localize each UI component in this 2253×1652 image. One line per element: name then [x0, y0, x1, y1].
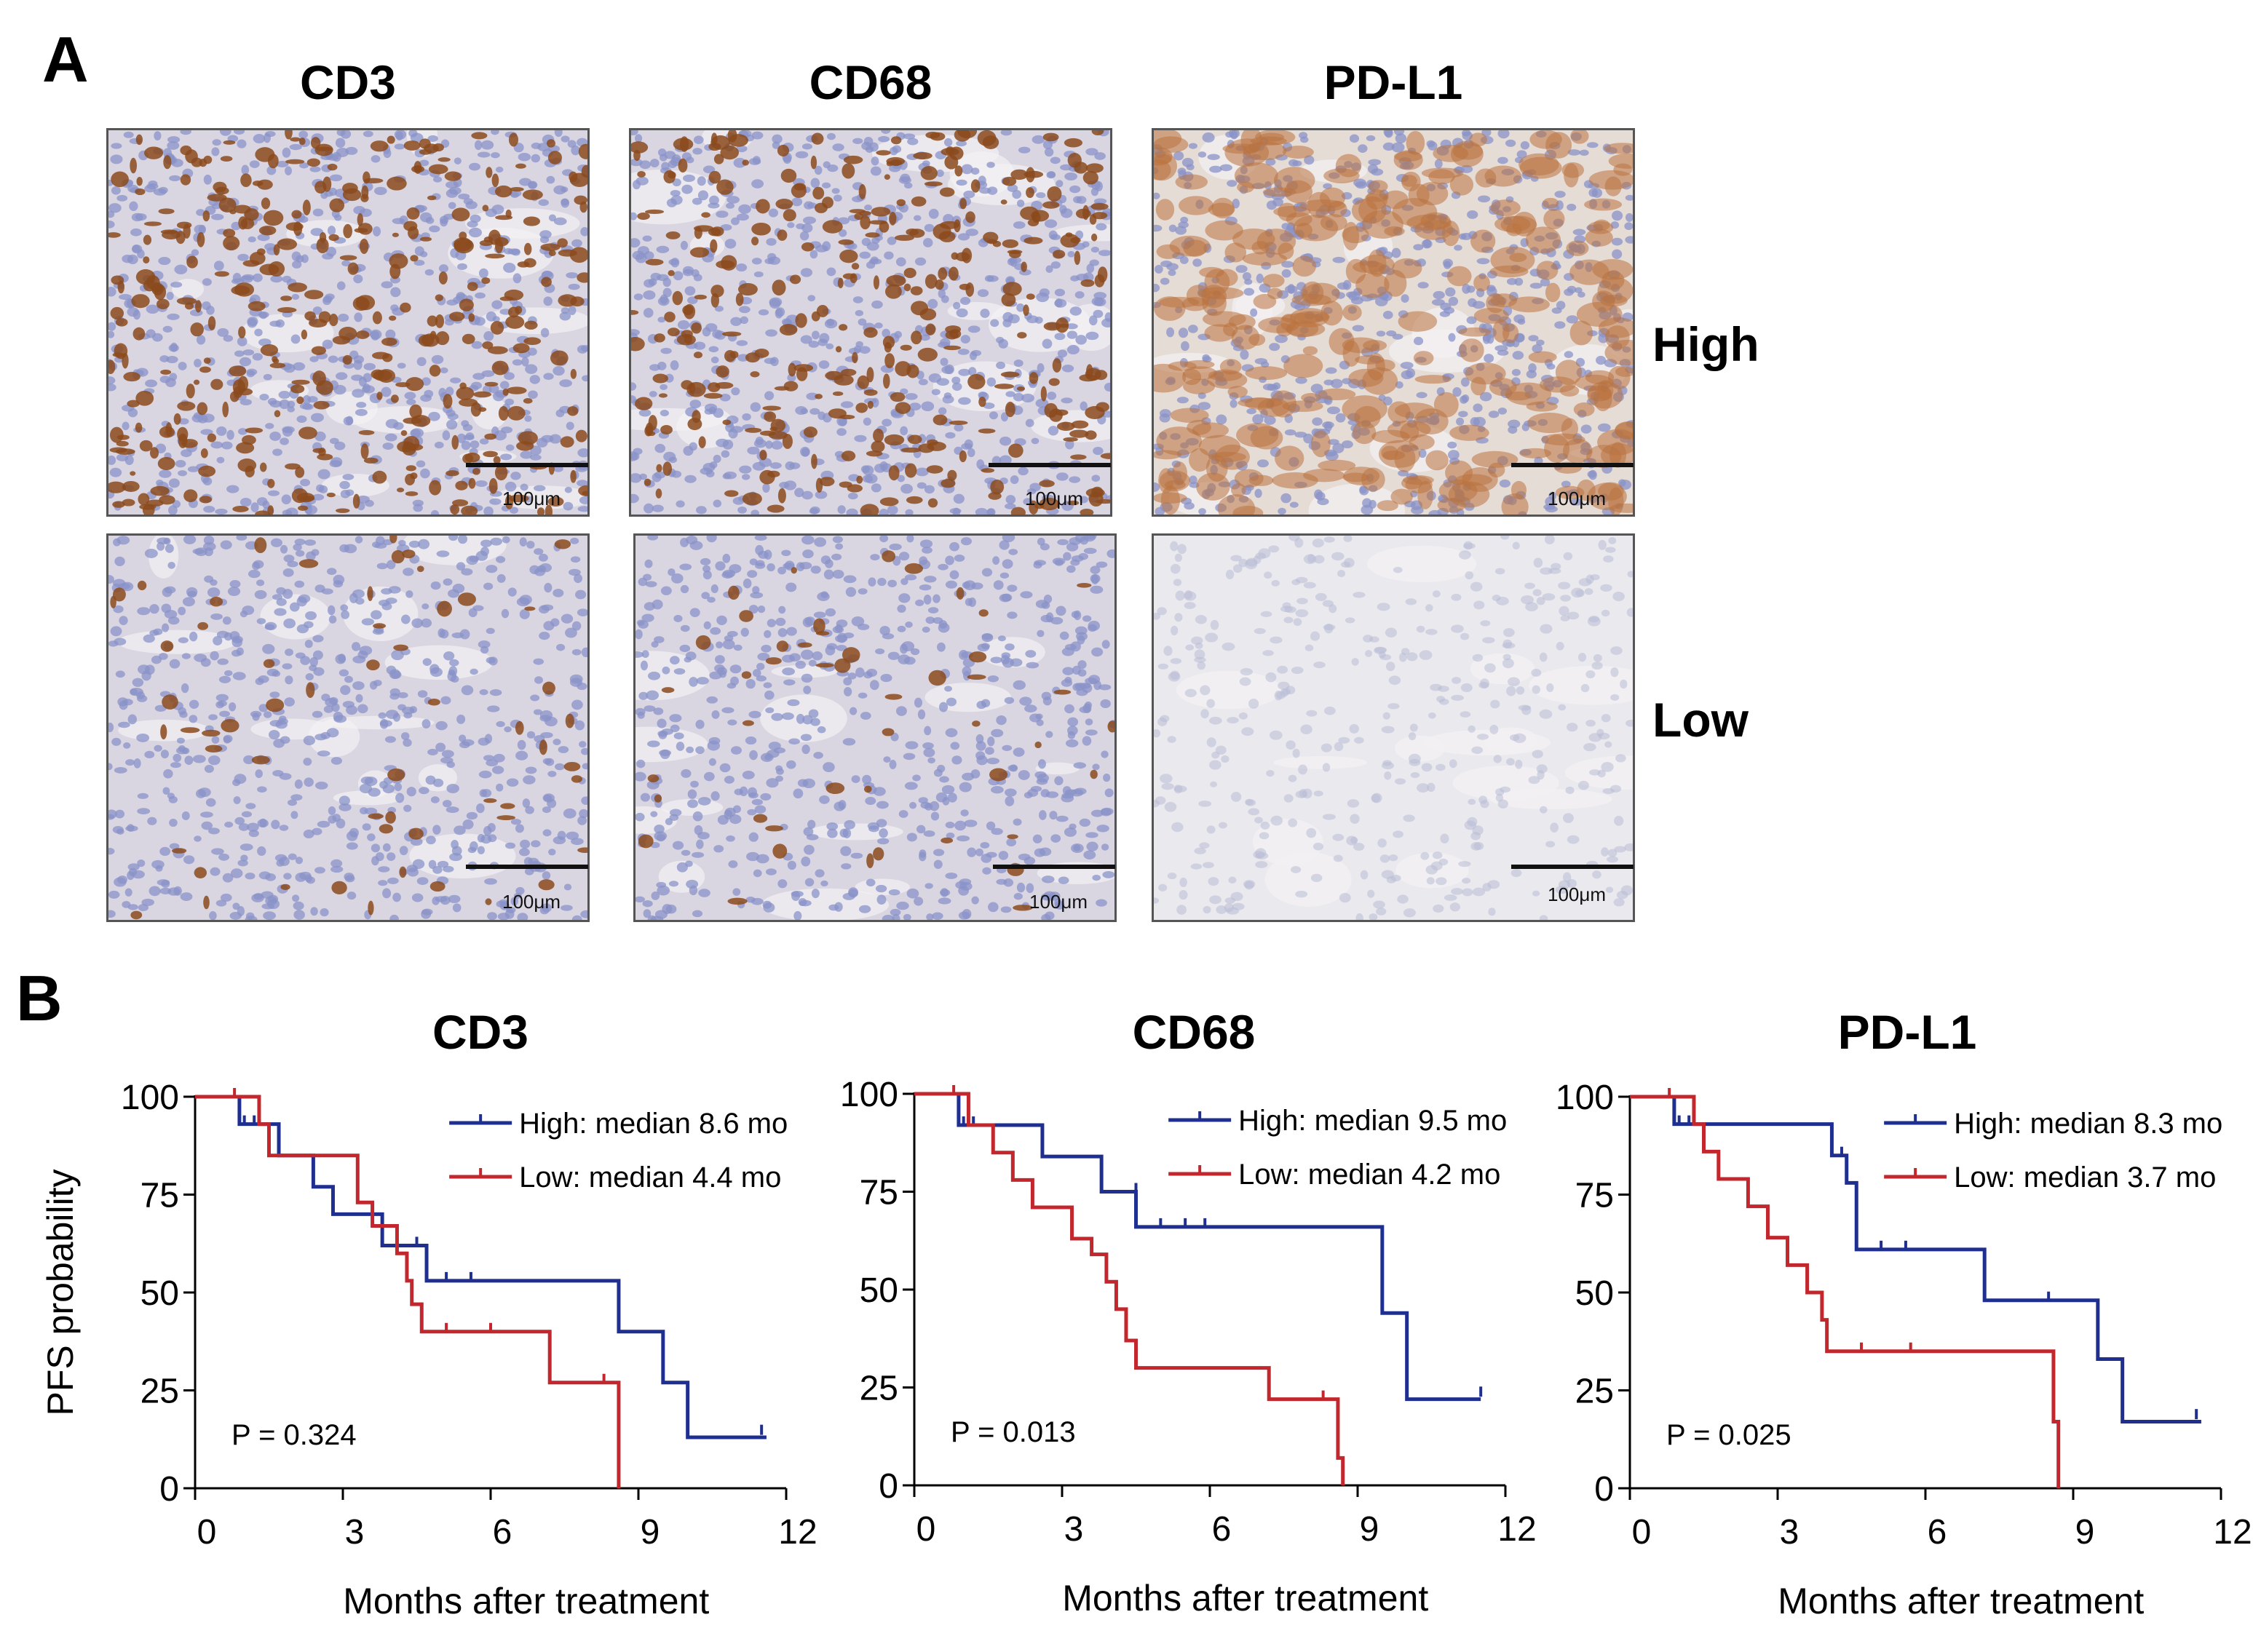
y-tick-label: 100	[840, 1076, 898, 1114]
scale-bar	[466, 463, 588, 467]
p-value: P = 0.324	[231, 1419, 357, 1451]
panel-a-letter: A	[42, 23, 89, 95]
x-tick-label: 3	[345, 1513, 365, 1552]
column-title-pdl1: PD-L1	[1323, 55, 1463, 109]
y-tick-label: 100	[121, 1079, 179, 1117]
scale-bar	[993, 865, 1115, 869]
km-title-cd3: CD3	[432, 1005, 529, 1059]
x-tick-label: 0	[1632, 1513, 1652, 1552]
scale-bar	[1511, 463, 1634, 467]
x-tick-label: 3	[1780, 1513, 1799, 1552]
x-tick-label: 6	[1928, 1513, 1947, 1552]
p-value: P = 0.025	[1666, 1419, 1791, 1451]
micrograph-pdl1-high	[1152, 128, 1635, 517]
p-value: P = 0.013	[951, 1416, 1076, 1448]
scale-bar	[466, 865, 588, 869]
x-tick-label: 12	[1497, 1510, 1536, 1549]
micrograph-cd68-low	[633, 533, 1117, 922]
y-tick-label: 50	[860, 1271, 898, 1310]
column-title-cd68: CD68	[809, 55, 933, 109]
km-curve-low	[195, 1095, 621, 1488]
y-tick-label: 75	[140, 1177, 179, 1215]
y-tick-label: 75	[860, 1174, 898, 1212]
x-axis-label: Months after treatment	[1062, 1578, 1428, 1619]
x-tick-label: 9	[2075, 1513, 2095, 1552]
row-label-high: High	[1652, 317, 1759, 371]
column-title-cd3: CD3	[299, 55, 397, 109]
y-tick-label: 25	[860, 1370, 898, 1408]
x-axis-label: Months after treatment	[1778, 1581, 2144, 1621]
km-curve-high	[195, 1095, 767, 1439]
y-tick-label: 50	[140, 1274, 179, 1313]
y-tick-label: 0	[879, 1467, 898, 1506]
legend-label: High: median 9.5 mo	[1238, 1105, 1507, 1137]
km-title-pdl1: PD-L1	[1837, 1005, 1977, 1059]
km-curve-high	[1630, 1095, 2201, 1424]
scale-bar-label: 100μm	[1024, 488, 1084, 509]
x-tick-label: 12	[778, 1513, 817, 1552]
y-tick-label: 100	[1556, 1079, 1614, 1117]
micrograph-cd3-high	[106, 128, 590, 517]
micrograph-cd3-low	[106, 533, 590, 922]
km-title-cd68: CD68	[1132, 1005, 1256, 1059]
x-tick-label: 6	[493, 1513, 512, 1552]
y-tick-label: 25	[140, 1373, 179, 1411]
scale-bar-label: 100μm	[502, 488, 561, 509]
x-tick-label: 0	[916, 1510, 936, 1549]
x-tick-label: 9	[641, 1513, 660, 1552]
legend-label: Low: median 4.4 mo	[519, 1161, 781, 1194]
y-tick-label: 50	[1575, 1274, 1614, 1313]
scale-bar-label: 100μm	[1547, 488, 1607, 509]
x-tick-label: 12	[2213, 1513, 2252, 1552]
y-axis-label: PFS probability	[40, 1169, 81, 1415]
legend-label: Low: median 4.2 mo	[1238, 1159, 1500, 1191]
row-label-low: Low	[1652, 693, 1749, 747]
scale-bar-label: 100μm	[1547, 883, 1607, 905]
y-tick-label: 25	[1575, 1373, 1614, 1411]
km-curve-low	[1630, 1095, 2061, 1488]
km-curve-low	[914, 1092, 1345, 1485]
panel-b-letter: B	[16, 962, 63, 1034]
x-tick-label: 9	[1360, 1510, 1379, 1549]
y-tick-label: 0	[159, 1470, 179, 1509]
scale-bar-label: 100μm	[1029, 891, 1088, 913]
y-tick-label: 0	[1594, 1470, 1614, 1509]
x-tick-label: 3	[1064, 1510, 1084, 1549]
scale-bar	[1511, 865, 1634, 869]
micrograph-cd68-high	[629, 128, 1112, 517]
x-axis-label: Months after treatment	[343, 1581, 709, 1621]
x-tick-label: 0	[197, 1513, 217, 1552]
legend-label: High: median 8.3 mo	[1954, 1108, 2222, 1140]
scale-bar	[989, 463, 1111, 467]
legend-label: High: median 8.6 mo	[519, 1108, 788, 1140]
scale-bar-label: 100μm	[502, 891, 561, 913]
x-tick-label: 6	[1212, 1510, 1232, 1549]
y-tick-label: 75	[1575, 1177, 1614, 1215]
legend-label: Low: median 3.7 mo	[1954, 1161, 2216, 1194]
micrograph-pdl1-low	[1152, 533, 1635, 922]
